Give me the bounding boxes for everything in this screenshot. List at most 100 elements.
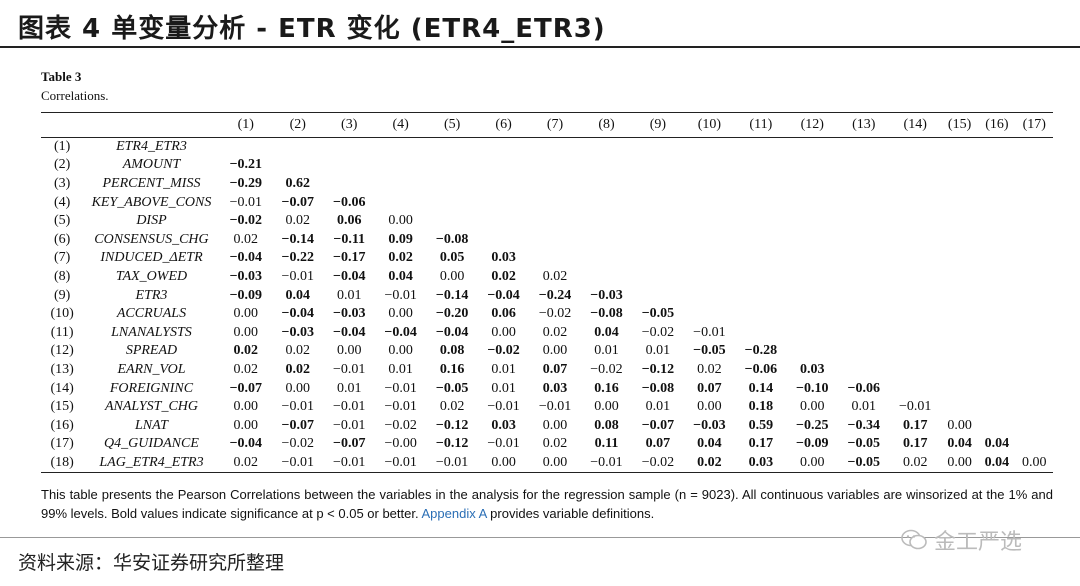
correlation-cell — [735, 138, 786, 157]
column-header — [41, 113, 83, 138]
correlation-cell: 0.04 — [285, 287, 311, 303]
correlation-cell — [941, 193, 978, 212]
correlation-cell: 0.00 — [233, 306, 259, 322]
variable-name: LNANALYSTS — [111, 324, 192, 340]
table-row: (12) SPREAD 0.02 0.02 0.00 0.00 0.08 −0.02 0.00 0… — [41, 342, 1053, 361]
correlation-cell — [1016, 398, 1053, 417]
correlation-cell — [632, 156, 683, 175]
correlation-cell: 0.03 — [491, 250, 516, 266]
correlation-cell — [978, 175, 1015, 194]
correlation-cell — [323, 175, 374, 194]
correlation-cell — [1016, 268, 1053, 287]
row-number: (10) — [50, 306, 74, 322]
correlation-cell — [838, 286, 889, 305]
row-number: (14) — [50, 380, 74, 396]
correlation-cell — [978, 416, 1015, 435]
correlation-cell: 0.01 — [645, 399, 671, 415]
correlation-cell — [735, 193, 786, 212]
variable-name: ANALYST_CHG — [104, 399, 199, 415]
correlation-cell: 0.01 — [336, 380, 362, 396]
correlation-cell — [838, 175, 889, 194]
correlation-cell: −0.17 — [332, 250, 366, 266]
wechat-icon — [901, 529, 927, 550]
correlation-cell: 0.02 — [439, 399, 465, 415]
correlation-cell: −0.07 — [281, 194, 314, 210]
correlation-cell — [838, 249, 889, 268]
row-number: (16) — [50, 417, 74, 433]
correlation-cell: −0.02 — [538, 306, 572, 322]
correlation-cell — [529, 230, 580, 249]
correlation-cell: 0.62 — [285, 175, 311, 191]
row-number: (5) — [54, 213, 71, 229]
correlation-cell — [581, 175, 632, 194]
correlation-cell — [889, 379, 940, 398]
variable-name: ACCRUALS — [116, 306, 187, 322]
correlation-cell: −0.03 — [281, 324, 314, 340]
correlation-cell: 0.00 — [233, 417, 259, 433]
correlation-cell: −0.10 — [796, 380, 829, 396]
correlation-cell: 0.01 — [645, 343, 671, 359]
watermark-text: 金工严选 — [934, 530, 1023, 555]
correlation-cell — [787, 138, 838, 157]
correlation-cell — [889, 156, 940, 175]
correlation-cell — [941, 156, 978, 175]
correlation-cell — [529, 156, 580, 175]
correlation-cell: 0.16 — [594, 380, 619, 396]
correlation-cell: −0.08 — [590, 306, 623, 322]
column-header: (5) — [443, 117, 461, 132]
correlation-cell — [978, 156, 1015, 175]
correlation-cell: 0.09 — [388, 231, 413, 247]
correlation-cell: −0.34 — [847, 417, 880, 433]
table-row: (1) ETR4_ETR3 — [41, 138, 1053, 157]
correlation-cell: −0.02 — [641, 454, 675, 470]
correlation-cell: 0.02 — [697, 454, 722, 470]
row-number: (15) — [50, 399, 74, 415]
correlation-cell — [478, 230, 529, 249]
correlation-cell — [1016, 193, 1053, 212]
title-divider — [0, 46, 1080, 48]
correlation-cell — [941, 379, 978, 398]
table-row: (15) ANALYST_CHG 0.00 −0.01 −0.01 −0.01 0.02 −0… — [41, 398, 1053, 417]
correlation-cell — [272, 156, 323, 175]
correlation-cell — [941, 305, 978, 324]
correlation-cell: −0.02 — [641, 324, 675, 340]
correlation-cell: 0.03 — [491, 417, 516, 433]
correlation-cell: 0.00 — [491, 454, 516, 470]
correlation-cell — [978, 323, 1015, 342]
correlation-cell — [978, 379, 1015, 398]
table-caption: Correlations. — [41, 88, 109, 103]
correlation-cell — [272, 138, 323, 157]
correlation-cell: −0.04 — [281, 306, 314, 322]
variable-name: ETR3 — [135, 287, 168, 303]
correlation-cell — [684, 175, 735, 194]
correlation-cell — [735, 305, 786, 324]
correlation-cell — [941, 138, 978, 157]
correlation-cell: 0.01 — [491, 380, 516, 396]
variable-name: INDUCED_ΔETR — [100, 250, 203, 266]
correlation-cell: −0.29 — [229, 175, 263, 191]
correlation-cell: −0.02 — [229, 213, 263, 229]
correlation-cell — [978, 361, 1015, 380]
appendix-link[interactable]: Appendix A — [421, 506, 487, 521]
correlation-cell — [941, 342, 978, 361]
correlation-cell — [735, 323, 786, 342]
column-header: (10) — [697, 117, 722, 132]
variable-name: ETR4_ETR3 — [116, 139, 187, 155]
correlation-cell — [684, 286, 735, 305]
correlation-cell — [684, 156, 735, 175]
correlation-cell — [375, 156, 426, 175]
source-line: 资料来源：华安证券研究所整理 — [18, 552, 285, 574]
correlation-cell: −0.01 — [538, 399, 572, 415]
figure-title: 图表 4 单变量分析 - ETR 变化 (ETR4_ETR3) — [18, 14, 606, 44]
variable-name: EARN_VOL — [117, 361, 186, 377]
column-header: (6) — [495, 117, 512, 132]
correlation-cell: 0.01 — [491, 361, 516, 377]
correlation-cell — [735, 175, 786, 194]
correlation-cell: −0.00 — [384, 436, 417, 452]
correlation-cell: 0.03 — [748, 454, 774, 470]
correlation-cell — [478, 138, 529, 157]
correlation-cell: 0.17 — [902, 436, 928, 452]
note-tail: provides variable definitions. — [486, 506, 655, 521]
correlation-cell: −0.04 — [332, 268, 366, 284]
correlation-cell — [889, 138, 940, 157]
